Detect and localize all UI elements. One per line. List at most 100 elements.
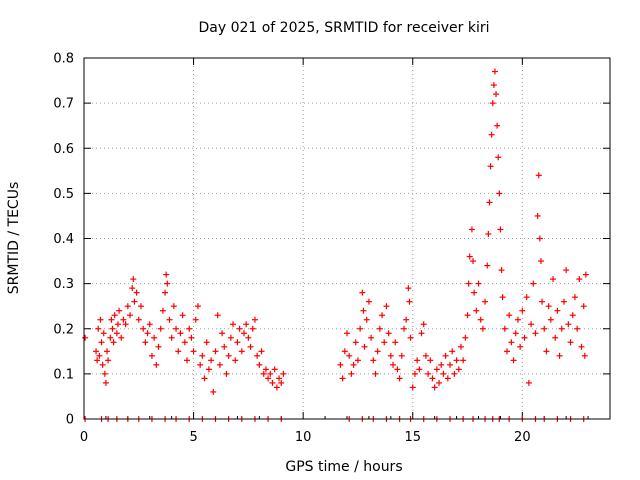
data-point xyxy=(168,334,175,341)
data-point xyxy=(519,307,526,314)
data-point xyxy=(438,361,445,368)
data-point xyxy=(471,289,478,296)
data-point xyxy=(153,361,160,368)
data-point xyxy=(120,316,127,323)
data-point xyxy=(254,352,261,359)
data-point xyxy=(199,352,206,359)
data-point xyxy=(265,375,272,382)
data-point xyxy=(216,361,223,368)
data-point xyxy=(460,357,467,364)
x-tick-label: 5 xyxy=(189,430,197,445)
data-point xyxy=(479,325,486,332)
data-point xyxy=(442,352,449,359)
data-point xyxy=(122,321,129,328)
data-point xyxy=(130,276,137,283)
data-point xyxy=(350,361,357,368)
data-point xyxy=(148,352,155,359)
data-point xyxy=(396,375,403,382)
data-point xyxy=(541,325,548,332)
data-point xyxy=(488,131,495,138)
data-point xyxy=(346,352,353,359)
x-tick-label: 20 xyxy=(514,430,531,445)
data-point xyxy=(221,343,228,350)
data-point xyxy=(427,357,434,364)
data-point xyxy=(453,357,460,364)
data-point xyxy=(381,339,388,346)
data-point xyxy=(276,375,283,382)
data-point xyxy=(360,307,367,314)
data-point xyxy=(137,303,144,310)
data-point xyxy=(97,316,104,323)
data-point xyxy=(486,199,493,206)
data-point xyxy=(383,303,390,310)
data-point xyxy=(496,190,503,197)
data-point xyxy=(405,285,412,292)
data-point xyxy=(344,330,350,337)
data-point xyxy=(251,316,258,323)
data-point xyxy=(240,330,247,337)
data-point xyxy=(387,352,394,359)
data-point xyxy=(484,262,491,269)
data-point xyxy=(105,357,112,364)
data-point xyxy=(100,330,107,337)
data-point xyxy=(425,370,432,377)
data-point xyxy=(111,312,118,319)
data-point xyxy=(190,348,197,355)
data-point xyxy=(490,82,497,89)
data-point xyxy=(247,343,254,350)
data-point xyxy=(523,294,530,301)
chart-title: Day 021 of 2025, SRMTID for receiver kir… xyxy=(198,20,489,36)
data-point xyxy=(535,172,542,179)
data-point xyxy=(249,325,256,332)
data-point xyxy=(205,366,212,373)
data-point xyxy=(556,352,563,359)
data-point xyxy=(468,226,475,233)
data-point xyxy=(508,339,515,346)
data-point xyxy=(245,334,252,341)
data-point xyxy=(489,100,496,107)
data-point xyxy=(225,352,232,359)
data-point xyxy=(339,375,346,382)
data-point xyxy=(411,370,418,377)
data-point xyxy=(374,348,381,355)
data-point xyxy=(512,330,519,337)
data-point xyxy=(104,348,111,355)
data-point xyxy=(348,370,355,377)
x-tick-label: 0 xyxy=(80,430,88,445)
data-point xyxy=(146,321,153,328)
data-point xyxy=(184,357,191,364)
data-point xyxy=(232,357,239,364)
data-point xyxy=(359,289,366,296)
data-point xyxy=(188,334,195,341)
data-point xyxy=(110,339,117,346)
data-point xyxy=(116,307,123,314)
data-point xyxy=(547,316,554,323)
data-point xyxy=(280,370,287,377)
data-point xyxy=(181,339,188,346)
data-point xyxy=(208,357,215,364)
data-point xyxy=(487,163,494,170)
data-point xyxy=(109,325,116,332)
data-point xyxy=(433,366,440,373)
data-point xyxy=(385,330,392,337)
data-point xyxy=(238,348,245,355)
data-point xyxy=(550,276,557,283)
data-point xyxy=(503,348,510,355)
data-point xyxy=(365,298,372,305)
data-point xyxy=(552,334,559,341)
data-point xyxy=(113,330,120,337)
data-point xyxy=(398,352,405,359)
data-point xyxy=(403,316,410,323)
data-point xyxy=(409,384,416,391)
data-point xyxy=(491,68,498,75)
data-point xyxy=(101,370,108,377)
data-point xyxy=(499,294,506,301)
data-point xyxy=(470,258,477,265)
data-point xyxy=(464,312,471,319)
data-point xyxy=(582,271,589,278)
data-point xyxy=(151,334,158,341)
data-point xyxy=(571,294,578,301)
data-point xyxy=(449,348,456,355)
data-point xyxy=(569,312,576,319)
